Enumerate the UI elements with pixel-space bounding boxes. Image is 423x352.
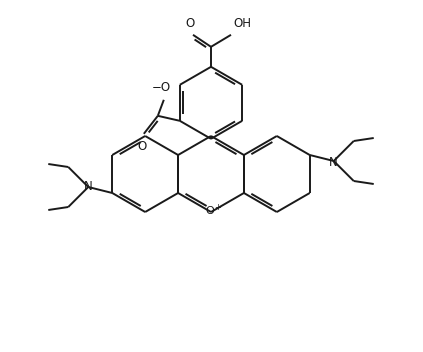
Text: O: O [185,17,195,30]
Text: N: N [84,180,93,193]
Text: N: N [330,156,338,169]
Text: OH: OH [233,17,251,30]
Text: −O: −O [152,81,171,94]
Text: O: O [206,206,214,216]
Text: O: O [137,140,146,153]
Text: +: + [214,202,221,212]
